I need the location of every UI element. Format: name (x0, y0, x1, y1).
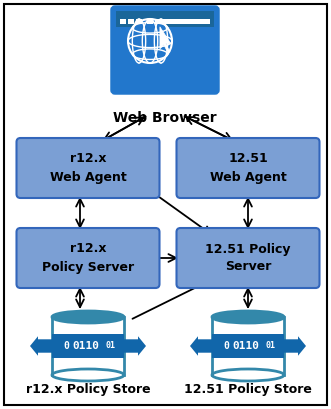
FancyBboxPatch shape (4, 4, 327, 405)
Bar (116, 11, 214, 27)
Bar (52, 317, 124, 375)
Text: Web Browser: Web Browser (113, 111, 217, 125)
Bar (212, 334, 284, 358)
Ellipse shape (212, 311, 284, 323)
Bar (128, 19, 134, 24)
FancyBboxPatch shape (112, 7, 218, 93)
Text: 01: 01 (265, 342, 275, 351)
Text: 01: 01 (105, 342, 115, 351)
Text: 12.51 Policy Store: 12.51 Policy Store (184, 384, 312, 396)
Text: r12.x
Policy Server: r12.x Policy Server (42, 243, 134, 274)
Text: 12.51
Web Agent: 12.51 Web Agent (210, 153, 286, 184)
Ellipse shape (52, 311, 124, 323)
Bar (155, 19, 210, 24)
FancyBboxPatch shape (176, 228, 319, 288)
Text: 0: 0 (63, 341, 69, 351)
Circle shape (128, 19, 172, 63)
Bar (136, 19, 142, 24)
Polygon shape (160, 27, 171, 53)
FancyArrow shape (284, 336, 306, 356)
Text: 0110: 0110 (232, 341, 260, 351)
Bar (212, 317, 284, 375)
FancyBboxPatch shape (17, 138, 160, 198)
Text: r12.x
Web Agent: r12.x Web Agent (50, 153, 126, 184)
FancyArrow shape (124, 336, 146, 356)
Bar (147, 19, 153, 24)
FancyArrow shape (30, 336, 52, 356)
FancyArrow shape (190, 336, 212, 356)
Text: 12.51 Policy
Server: 12.51 Policy Server (205, 243, 291, 274)
Ellipse shape (52, 369, 124, 381)
FancyBboxPatch shape (17, 228, 160, 288)
Text: r12.x Policy Store: r12.x Policy Store (26, 384, 150, 396)
FancyBboxPatch shape (176, 138, 319, 198)
Ellipse shape (212, 369, 284, 381)
Text: 0110: 0110 (72, 341, 100, 351)
Bar (52, 334, 124, 358)
Bar (120, 19, 126, 24)
Text: 0: 0 (223, 341, 229, 351)
